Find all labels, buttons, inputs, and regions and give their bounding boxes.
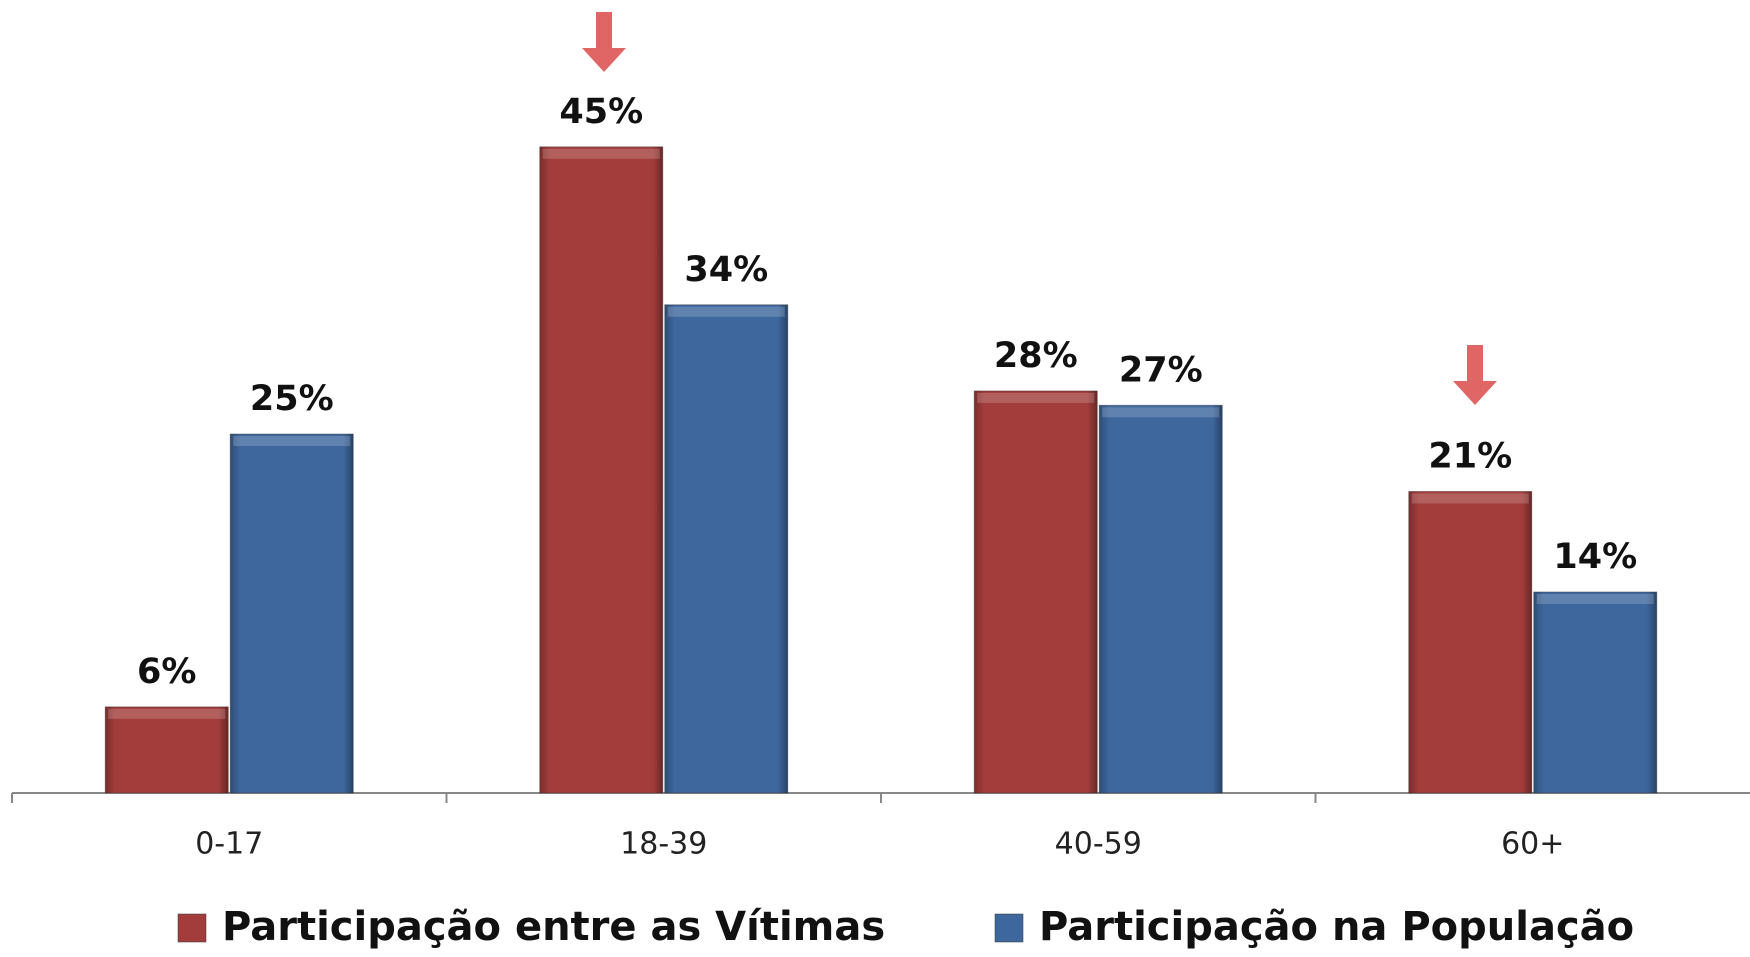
bar-shade — [1533, 591, 1657, 793]
legend-label: Participação entre as Vítimas — [222, 904, 885, 950]
legend-swatch — [994, 913, 1024, 943]
bar-bevel — [1536, 593, 1654, 604]
x-tick-label: 60+ — [1501, 827, 1564, 862]
bar-bevel — [1102, 407, 1220, 418]
data-label: 21% — [1428, 436, 1512, 476]
bar-shade — [230, 434, 354, 793]
bar-bevel — [108, 708, 226, 719]
bar-bevel — [542, 148, 660, 159]
bar-shade — [539, 146, 663, 794]
data-label: 27% — [1119, 350, 1203, 390]
x-tick-label: 40-59 — [1055, 827, 1142, 862]
bar-shade — [1408, 491, 1532, 793]
data-label: 45% — [559, 92, 643, 132]
data-label: 28% — [994, 336, 1078, 376]
highlight-arrow — [582, 12, 1497, 405]
bar-bevel — [667, 306, 785, 317]
x-tick-label: 18-39 — [620, 827, 707, 862]
data-label: 25% — [250, 379, 334, 419]
data-label: 14% — [1553, 537, 1637, 577]
bar-shade — [1099, 405, 1223, 793]
legend-label: Participação na População — [1039, 904, 1634, 950]
data-label: 34% — [684, 250, 768, 290]
bar-shade — [105, 706, 229, 793]
data-label: 6% — [137, 652, 196, 692]
x-tick-label: 0-17 — [195, 827, 263, 862]
bar-shade — [974, 390, 1098, 793]
bar-bevel — [233, 436, 351, 446]
bar-bevel — [1411, 493, 1529, 504]
bar-shade — [664, 304, 788, 793]
bar-bevel — [977, 392, 1095, 403]
legend-swatch — [177, 913, 207, 943]
